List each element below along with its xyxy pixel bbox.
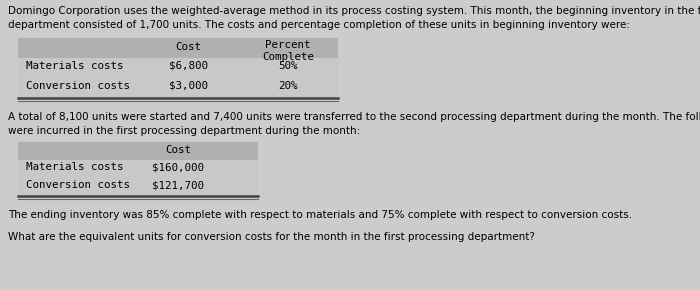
- FancyBboxPatch shape: [18, 38, 338, 58]
- Text: Conversion costs: Conversion costs: [26, 81, 130, 91]
- Text: Materials costs: Materials costs: [26, 61, 123, 71]
- Text: A total of 8,100 units were started and 7,400 units were transferred to the seco: A total of 8,100 units were started and …: [8, 112, 700, 136]
- Text: $121,700: $121,700: [152, 180, 204, 190]
- Text: 50%: 50%: [279, 61, 298, 71]
- Text: 20%: 20%: [279, 81, 298, 91]
- Text: Cost: Cost: [175, 42, 201, 52]
- Text: The ending inventory was 85% complete with respect to materials and 75% complete: The ending inventory was 85% complete wi…: [8, 210, 632, 220]
- Text: Domingo Corporation uses the weighted-average method in its process costing syst: Domingo Corporation uses the weighted-av…: [8, 6, 700, 30]
- Text: $6,800: $6,800: [169, 61, 207, 71]
- Text: $160,000: $160,000: [152, 162, 204, 172]
- Text: Materials costs: Materials costs: [26, 162, 123, 172]
- Text: $3,000: $3,000: [169, 81, 207, 91]
- FancyBboxPatch shape: [18, 142, 258, 160]
- FancyBboxPatch shape: [18, 178, 258, 196]
- FancyBboxPatch shape: [18, 78, 338, 98]
- Text: Cost: Cost: [165, 145, 191, 155]
- FancyBboxPatch shape: [18, 160, 258, 178]
- Text: What are the equivalent units for conversion costs for the month in the first pr: What are the equivalent units for conver…: [8, 232, 535, 242]
- FancyBboxPatch shape: [18, 58, 338, 78]
- Text: Percent
Complete: Percent Complete: [262, 40, 314, 61]
- Text: Conversion costs: Conversion costs: [26, 180, 130, 190]
